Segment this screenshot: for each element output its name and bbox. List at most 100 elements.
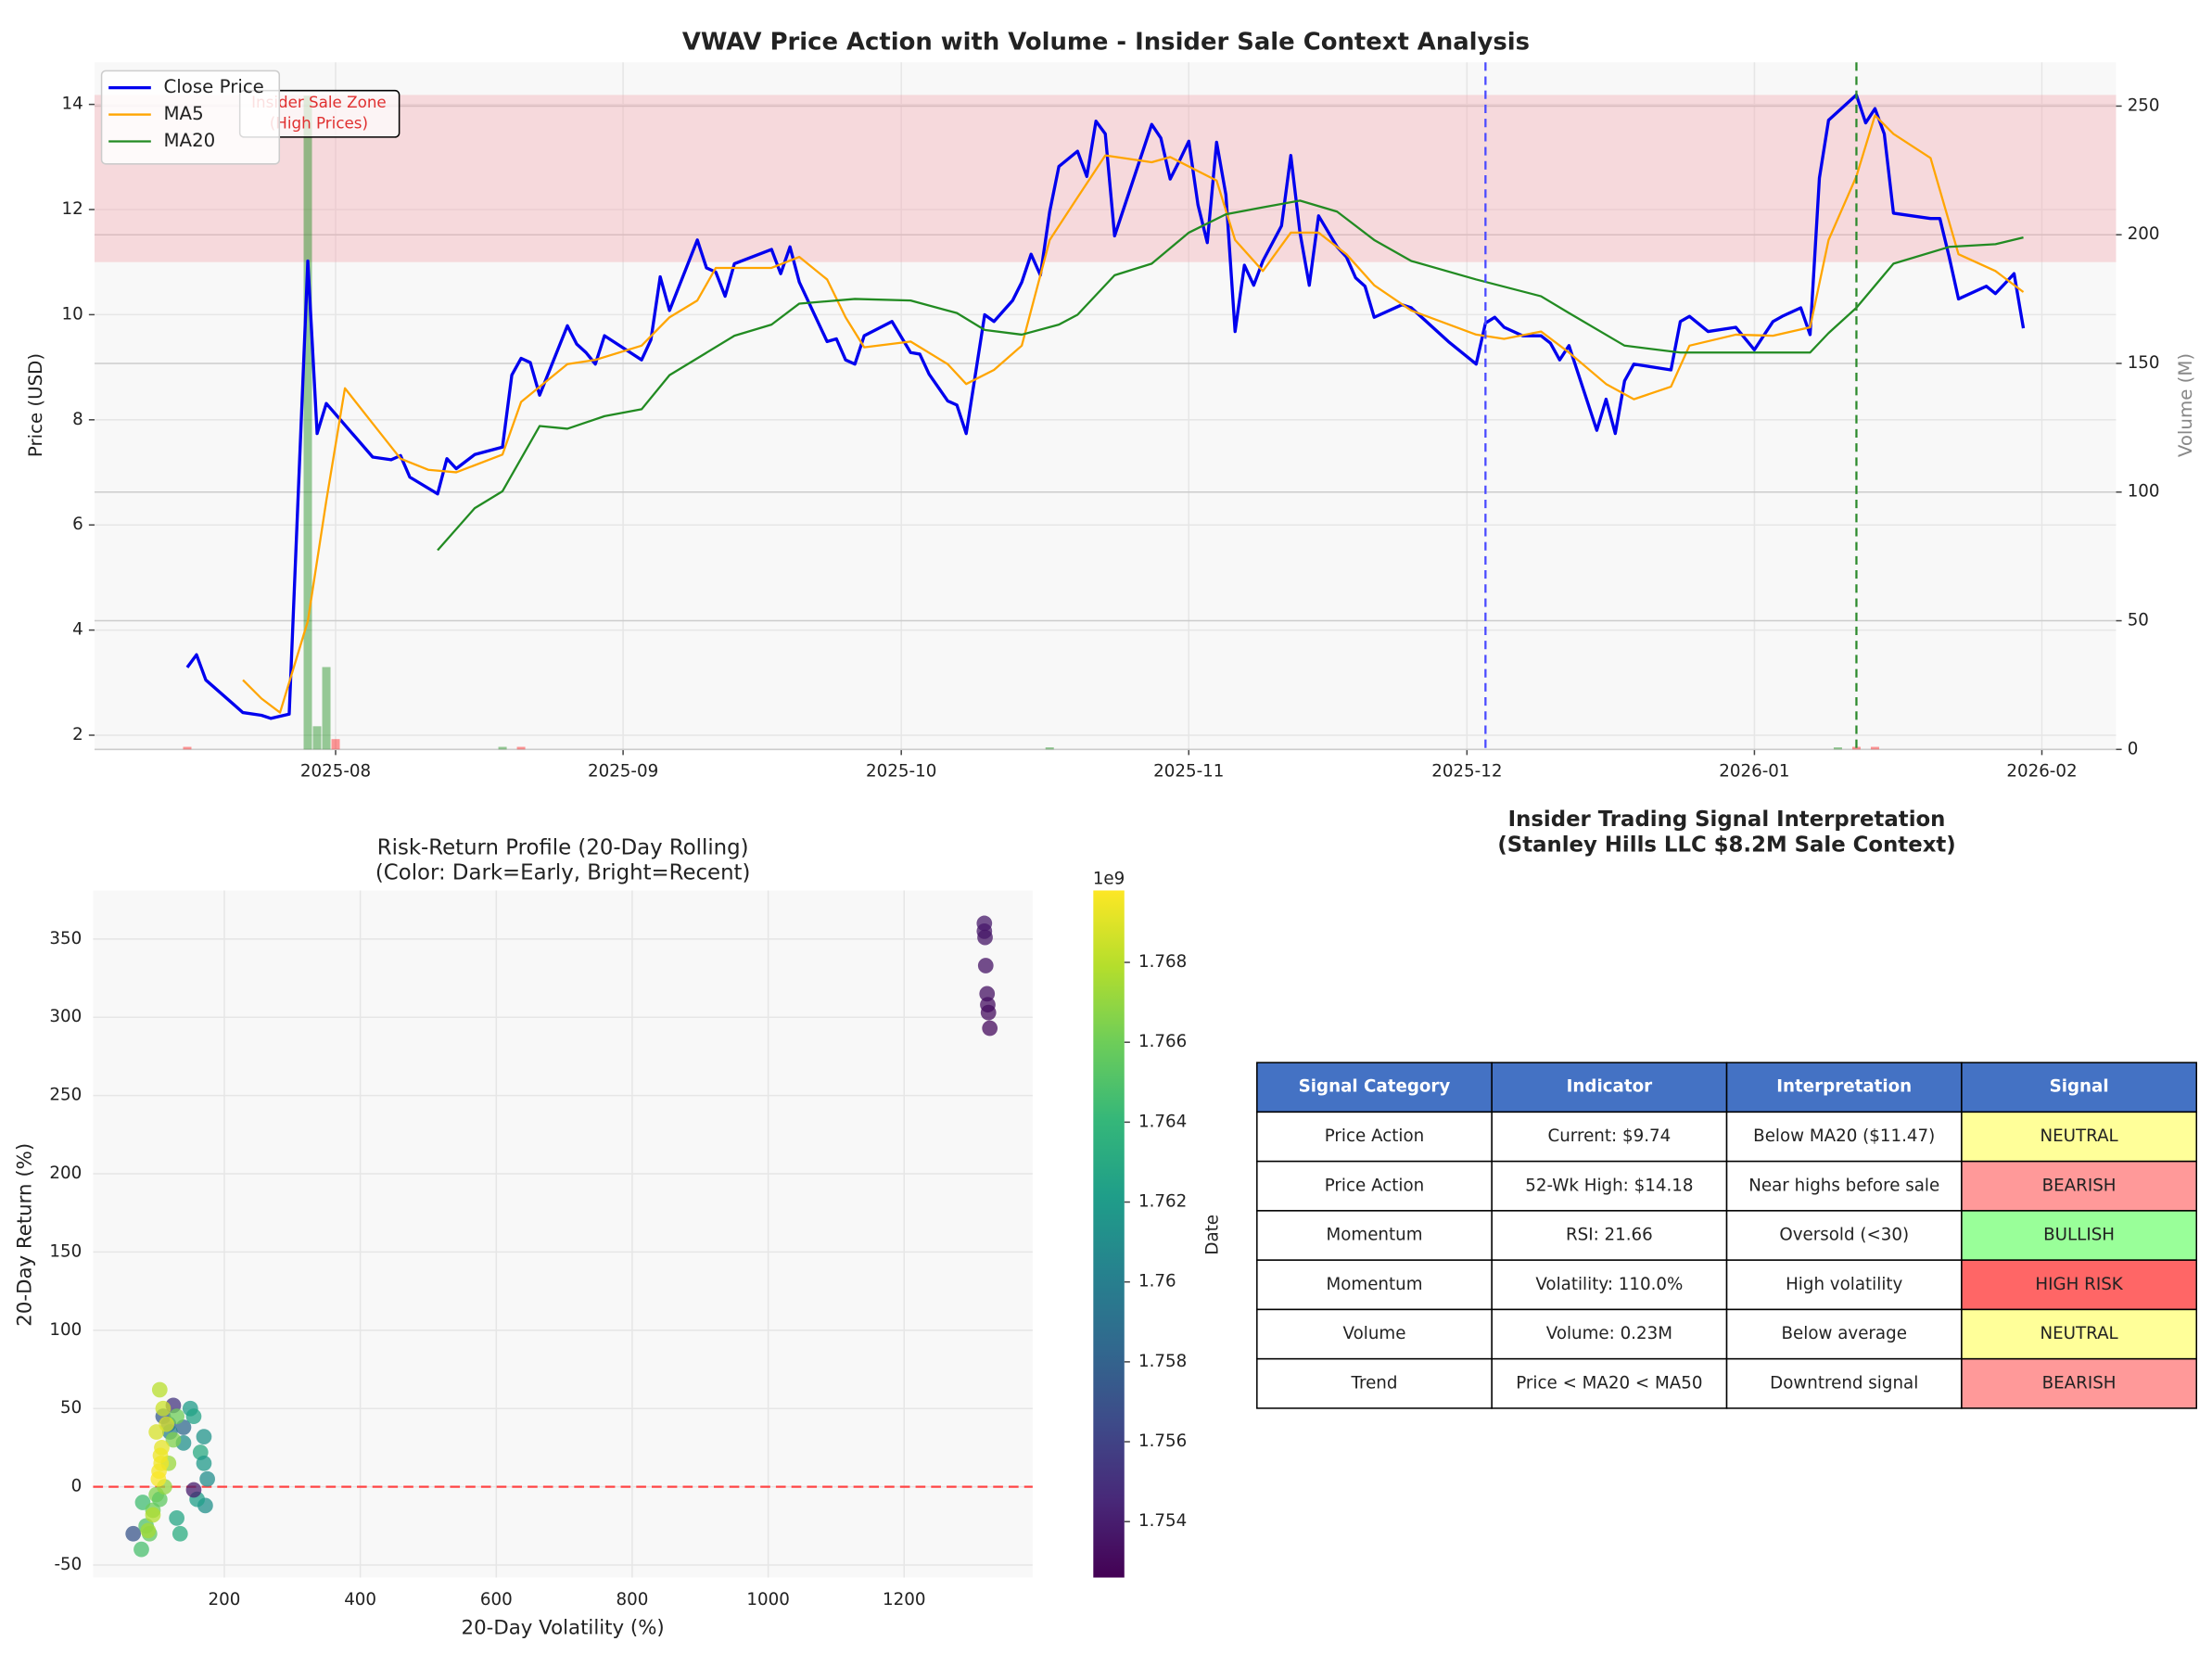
scatter-point	[140, 1522, 157, 1539]
table-cell	[1725, 1160, 1963, 1212]
colorbar-tick-label: 1.76	[1138, 1272, 1176, 1291]
scatter-point	[153, 1455, 170, 1471]
table-cell	[1961, 1111, 2198, 1163]
header-cell	[1256, 1062, 1493, 1113]
x-tick-label: 600	[480, 1590, 513, 1609]
legend-label: Close Price	[164, 76, 264, 97]
scatter-point	[133, 1541, 149, 1558]
series-line	[185, 93, 2026, 720]
cell-text: BULLISH	[2043, 1226, 2115, 1245]
table-cell	[1256, 1357, 1493, 1409]
y2-tick-label: 200	[2128, 224, 2160, 244]
y-tick-label: 8	[72, 410, 83, 429]
cell-text: RSI: 21.66	[1566, 1226, 1653, 1245]
table-cell	[1725, 1357, 1963, 1409]
scatter-point	[979, 986, 996, 1002]
table-cell	[1491, 1357, 1728, 1409]
plot-area	[93, 890, 1033, 1578]
y2-tick-label: 150	[2128, 353, 2160, 373]
scatter-point	[172, 1525, 188, 1542]
scatter-point	[151, 1491, 168, 1508]
scatter-point	[196, 1429, 212, 1444]
cell-text: Oversold (<30)	[1779, 1226, 1909, 1245]
cell-text: Current: $9.74	[1547, 1126, 1671, 1146]
table-cell	[1725, 1210, 1963, 1261]
y2-tick-label: 100	[2128, 482, 2160, 502]
volume-bar	[1851, 746, 1861, 750]
x-axis-label: 20-Day Volatility (%)	[462, 1616, 665, 1639]
table-subtitle: (Stanley Hills LLC $8.2M Sale Context)	[1497, 833, 1955, 857]
scatter-point	[199, 1470, 215, 1487]
header-cell	[1961, 1062, 2198, 1113]
scatter-point	[169, 1510, 184, 1526]
header-text: Indicator	[1567, 1077, 1653, 1097]
cell-text: BEARISH	[2042, 1176, 2117, 1195]
scatter-point	[977, 958, 994, 973]
colorbar-label: Date	[1203, 1215, 1223, 1255]
header-text: Interpretation	[1776, 1077, 1912, 1097]
x-tick-label: 2025-08	[300, 762, 371, 782]
y-tick-label: 100	[49, 1320, 82, 1340]
x-tick-label: 2025-11	[1153, 762, 1224, 782]
table-cell	[1725, 1259, 1963, 1311]
volume-bar	[312, 726, 322, 750]
cell-text: NEUTRAL	[2040, 1126, 2118, 1146]
x-tick-label: 2025-10	[866, 762, 936, 782]
cell-text: Downtrend signal	[1770, 1373, 1918, 1393]
table-cell	[1961, 1357, 2198, 1409]
zone-label: (High Prices)	[270, 114, 368, 133]
y-tick-label: 14	[62, 95, 83, 114]
y-tick-label: -50	[54, 1555, 82, 1574]
y-tick-label: 150	[49, 1241, 82, 1261]
cell-text: Trend	[1351, 1373, 1398, 1393]
volume-bar	[303, 95, 312, 750]
volume-bar	[331, 739, 340, 750]
header-text: Signal	[2050, 1077, 2109, 1097]
y-tick-label: 50	[60, 1398, 82, 1418]
colorbar-tick-label: 1.762	[1138, 1192, 1187, 1212]
y2-axis-label: Volume (M)	[2175, 353, 2196, 457]
x-tick-label: 2025-12	[1431, 762, 1502, 782]
table-cell	[1256, 1160, 1493, 1212]
cell-text: NEUTRAL	[2040, 1324, 2118, 1343]
y-tick-label: 4	[72, 620, 83, 640]
y-axis-label: 20-Day Return (%)	[13, 1143, 36, 1327]
table-cell	[1256, 1259, 1493, 1311]
table-cell	[1491, 1210, 1728, 1261]
volume-bar	[1833, 747, 1842, 750]
colorbar	[1093, 890, 1125, 1578]
cell-text: High volatility	[1786, 1275, 1902, 1294]
cell-text: Near highs before sale	[1748, 1176, 1939, 1195]
x-tick-label: 200	[209, 1590, 241, 1609]
y-tick-label: 0	[71, 1477, 83, 1496]
cell-text: Volatility: 110.0%	[1535, 1275, 1683, 1294]
x-tick-label: 1200	[883, 1590, 925, 1609]
zone-label: Insider Sale Zone	[251, 93, 387, 111]
y2-tick-label: 250	[2128, 95, 2160, 115]
legend-label: MA5	[164, 103, 204, 124]
colorbar-tick-label: 1.766	[1138, 1032, 1187, 1051]
cell-text: BEARISH	[2042, 1373, 2117, 1393]
scatter-point	[165, 1431, 182, 1448]
colorbar-offset: 1e9	[1093, 869, 1125, 888]
colorbar-tick-label: 1.764	[1138, 1112, 1187, 1131]
scatter-point	[125, 1525, 142, 1542]
volume-bar	[183, 746, 192, 750]
y-tick-label: 6	[72, 515, 83, 534]
colorbar-tick-label: 1.758	[1138, 1352, 1187, 1371]
series-line	[437, 199, 2024, 552]
y-axis-label: Price (USD)	[25, 353, 46, 457]
chart-title: VWAV Price Action with Volume - Insider …	[682, 28, 1530, 56]
x-tick-label: 800	[617, 1590, 649, 1609]
cell-text: Momentum	[1327, 1275, 1423, 1294]
table-cell	[1491, 1308, 1728, 1360]
scatter-point	[196, 1455, 212, 1471]
scatter-point	[151, 1381, 168, 1398]
x-tick-label: 400	[344, 1590, 376, 1609]
scatter-point	[150, 1470, 167, 1487]
y2-tick-label: 0	[2128, 739, 2139, 758]
chart-subtitle: (Color: Dark=Early, Bright=Recent)	[375, 861, 750, 885]
scatter-point	[185, 1408, 202, 1425]
cell-text: Volume	[1343, 1324, 1406, 1343]
